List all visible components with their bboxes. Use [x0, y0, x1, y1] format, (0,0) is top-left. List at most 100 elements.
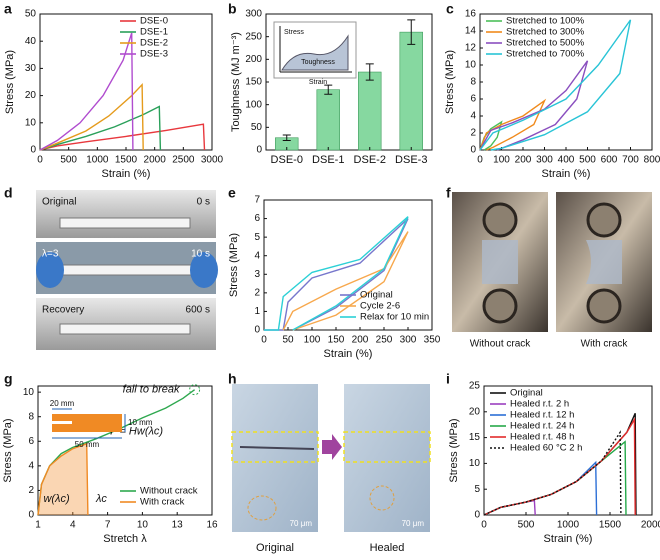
error-bar	[407, 19, 416, 45]
y-tick-label: 6	[254, 213, 260, 224]
series-line	[479, 19, 632, 151]
clamp	[586, 202, 622, 238]
photo-label: λ=3	[42, 249, 59, 260]
panel-label: d	[4, 185, 13, 201]
y-tick-label: 6	[28, 436, 34, 447]
marker	[369, 485, 395, 511]
scale-label: 70 μm	[290, 519, 313, 528]
x-axis-label: Strain (%)	[102, 168, 151, 180]
y-tick-label: 50	[25, 9, 37, 20]
photo	[344, 384, 430, 532]
legend-label: Healed 60 °C 2 h	[510, 443, 582, 454]
y-axis-label: Stress (MPa)	[4, 50, 16, 114]
panel-label: e	[228, 185, 236, 201]
x-tick-label: 7	[105, 520, 111, 531]
ruler	[59, 217, 191, 229]
panel-label: g	[4, 371, 13, 387]
error-bar	[324, 84, 333, 95]
legend-label: Original	[360, 290, 393, 301]
legend-label: Healed r.t. 2 h	[510, 399, 569, 410]
inset-area	[281, 34, 349, 71]
x-tick-label: 1500	[115, 155, 138, 166]
y-tick-label: 0	[30, 145, 36, 156]
x-tick-label: DSE-2	[354, 154, 386, 166]
x-tick-label: 2500	[172, 155, 195, 166]
marker	[247, 495, 277, 521]
y-tick-label: 5	[474, 484, 480, 495]
inset-label: Toughness	[301, 59, 335, 66]
y-tick-label: 4	[254, 250, 260, 261]
series-line	[483, 499, 536, 516]
clamp	[482, 288, 518, 324]
x-tick-label: 400	[558, 155, 575, 166]
y-tick-label: 0	[474, 510, 480, 521]
x-axis-label: Strain (%)	[324, 348, 373, 360]
x-tick-label: 0	[37, 155, 43, 166]
photo	[232, 384, 318, 532]
y-tick-label: 300	[245, 9, 262, 20]
x-tick-label: 1000	[86, 155, 109, 166]
x-tick-label: 300	[400, 335, 417, 346]
plot-frame	[39, 13, 213, 151]
y-tick-label: 0	[470, 145, 476, 156]
x-tick-label: DSE-3	[395, 154, 427, 166]
series-line	[39, 32, 134, 151]
y-tick-label: 10	[469, 458, 481, 469]
y-tick-label: 250	[245, 31, 262, 42]
x-tick-label: 4	[70, 520, 76, 531]
x-tick-label: 16	[206, 520, 218, 531]
x-axis-label: Strain (%)	[542, 168, 591, 180]
y-tick-label: 16	[465, 9, 477, 20]
y-tick-label: 14	[465, 26, 477, 37]
photo-label: With crack	[581, 339, 629, 350]
y-tick-label: 100	[245, 99, 262, 110]
photo-label: 600 s	[186, 305, 210, 316]
specimen	[52, 414, 122, 432]
series-line	[483, 416, 636, 516]
x-tick-label: 13	[172, 520, 184, 531]
legend-label: Healed r.t. 12 h	[510, 410, 574, 421]
photo-label: Original	[42, 197, 76, 208]
panel-label: a	[4, 1, 12, 17]
y-tick-label: 5	[254, 232, 260, 243]
panel-label: c	[446, 1, 454, 17]
y-tick-label: 2	[470, 128, 476, 139]
scale-label: 70 μm	[402, 519, 425, 528]
photo-label: Healed	[370, 542, 405, 554]
x-axis-label: Strain (%)	[544, 533, 593, 545]
legend-label: Cycle 2-6	[360, 301, 400, 312]
inset-axes	[279, 26, 352, 73]
y-axis-label: Stress (MPa)	[2, 418, 14, 482]
annotation: w(λc)	[43, 493, 70, 505]
x-tick-label: 500	[518, 520, 535, 531]
y-tick-label: 12	[465, 43, 477, 54]
sample	[586, 240, 622, 284]
y-tick-label: 30	[25, 63, 37, 74]
photo-label: 0 s	[197, 197, 210, 208]
legend-label: Healed r.t. 48 h	[510, 432, 574, 443]
series-line	[39, 82, 144, 151]
x-tick-label: DSE-1	[312, 154, 344, 166]
panel-label: f	[446, 185, 451, 201]
annotation: fail to break	[123, 384, 180, 396]
y-tick-label: 0	[256, 145, 262, 156]
highlight	[231, 431, 319, 463]
legend-label: Healed r.t. 24 h	[510, 421, 574, 432]
y-tick-label: 8	[470, 77, 476, 88]
x-tick-label: 10	[137, 520, 149, 531]
y-tick-label: 1	[254, 306, 260, 317]
x-tick-label: 200	[352, 335, 369, 346]
y-tick-label: 50	[251, 122, 263, 133]
y-tick-label: 2	[254, 287, 260, 298]
legend-label: Original	[510, 388, 543, 399]
annotation: λc	[95, 493, 107, 505]
panel-label: h	[228, 371, 237, 387]
x-tick-label: 2000	[641, 520, 660, 531]
glove	[190, 252, 218, 288]
y-axis-label: Stress (MPa)	[448, 418, 460, 482]
y-tick-label: 20	[469, 406, 481, 417]
photo-label: Recovery	[42, 305, 84, 316]
series-line	[39, 123, 206, 151]
x-tick-label: 350	[424, 335, 441, 346]
